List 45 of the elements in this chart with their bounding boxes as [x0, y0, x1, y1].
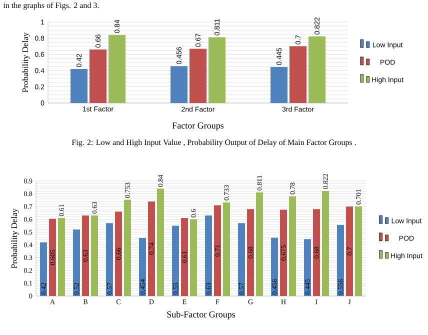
- caption: Fig. 2: Low and High Input Value , Probability Output of Delay of Main Factor Groups .: [72, 139, 356, 147]
- bar: [106, 223, 113, 296]
- bar: [256, 192, 264, 296]
- bar: [337, 224, 344, 296]
- bar: [223, 202, 230, 296]
- bar: [90, 50, 106, 103]
- text: in the graphs of Figs. 2 and 3.: [3, 2, 99, 10]
- bar: [208, 37, 226, 103]
- bar: [70, 68, 88, 103]
- bar: [91, 216, 98, 296]
- bar: [139, 238, 146, 296]
- bar: [40, 242, 47, 296]
- bar: [181, 218, 188, 296]
- bar: [355, 206, 362, 296]
- bar: [115, 212, 122, 296]
- y-axis-title: Probability Delay: [22, 32, 30, 92]
- bar: [280, 210, 288, 296]
- x-axis-title: Sub-Factor Groups: [167, 311, 236, 320]
- bar: [82, 216, 89, 296]
- bar: [289, 196, 296, 296]
- bar: [205, 216, 212, 296]
- bar: [346, 206, 354, 296]
- bar: [172, 226, 180, 296]
- bar: [190, 48, 206, 103]
- bar: [214, 205, 222, 296]
- x-axis-title: Factor Groups: [172, 122, 224, 130]
- bar: [271, 238, 278, 296]
- bar: [108, 34, 126, 103]
- bar: [190, 219, 197, 296]
- bar: [49, 218, 56, 296]
- bar: [170, 66, 188, 103]
- bar: [304, 239, 312, 296]
- bar: [148, 201, 155, 296]
- bar: [308, 36, 326, 103]
- bar: [124, 200, 131, 296]
- bar: [157, 188, 164, 296]
- bar: [73, 230, 80, 296]
- bar: [238, 223, 246, 296]
- bar: [58, 218, 65, 296]
- bar: [270, 66, 288, 103]
- bar: [290, 46, 307, 103]
- bar: [322, 190, 330, 296]
- bar: [247, 209, 254, 296]
- y-axis-title: Probability Delay: [11, 208, 19, 268]
- bar: [313, 209, 320, 296]
